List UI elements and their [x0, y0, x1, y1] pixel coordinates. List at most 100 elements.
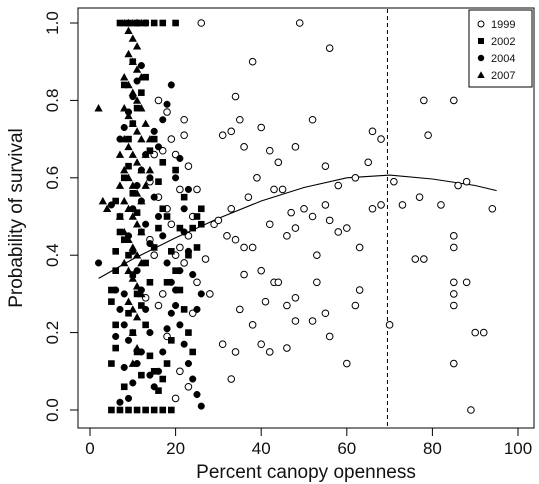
legend-marker-2007	[477, 71, 485, 78]
data-point-2004	[142, 220, 150, 228]
data-point-1999	[231, 348, 240, 356]
data-point-1999	[437, 201, 445, 209]
x-tick-label: 80	[423, 439, 442, 458]
data-point-2004	[193, 305, 201, 313]
data-point-1999	[154, 96, 163, 105]
data-point-2007	[141, 119, 150, 127]
data-point-2007	[137, 134, 146, 143]
data-point-2002	[133, 348, 141, 356]
data-point-2007	[98, 196, 107, 205]
data-point-2002	[120, 81, 128, 89]
data-point-2004	[184, 360, 192, 368]
data-point-2002	[116, 19, 124, 27]
data-point-1999	[180, 131, 188, 140]
data-point-2004	[176, 154, 184, 162]
data-point-2007	[115, 150, 125, 158]
data-point-2004	[172, 174, 180, 182]
data-point-2007	[120, 73, 129, 81]
data-point-1999	[450, 359, 458, 368]
data-point-2002	[142, 321, 149, 329]
data-point-1999	[321, 162, 330, 170]
data-point-2004	[176, 267, 184, 275]
data-point-2004	[159, 116, 167, 124]
data-point-2004	[184, 185, 192, 193]
data-point-2002	[108, 360, 115, 367]
data-point-2004	[163, 259, 171, 267]
data-point-2007	[120, 227, 129, 236]
data-point-2007	[137, 73, 146, 81]
data-point-2007	[132, 312, 142, 321]
data-point-1999	[291, 293, 300, 302]
data-point-2004	[172, 286, 180, 294]
data-point-2007	[124, 26, 133, 35]
data-point-2002	[159, 375, 167, 383]
data-point-1999	[227, 127, 236, 136]
data-point-2002	[142, 406, 149, 414]
data-point-2002	[159, 159, 167, 166]
data-point-1999	[150, 251, 158, 259]
data-point-2002	[193, 213, 201, 220]
data-point-2007	[128, 274, 137, 282]
data-point-2004	[95, 259, 103, 267]
data-point-2004	[150, 383, 158, 391]
data-point-2002	[163, 278, 171, 286]
legend-label: 2007	[491, 70, 515, 82]
data-point-2002	[133, 406, 141, 414]
data-point-2007	[124, 80, 133, 89]
data-point-2004	[180, 340, 188, 348]
y-axis-label: Probability of survival	[6, 128, 27, 308]
data-point-1999	[274, 278, 283, 287]
data-point-2002	[163, 360, 171, 367]
data-point-2002	[133, 104, 141, 112]
data-point-2004	[120, 363, 128, 371]
y-tick-label: 1.0	[43, 11, 62, 35]
data-point-1999	[240, 143, 248, 151]
data-point-2007	[120, 258, 129, 267]
data-point-1999	[450, 232, 458, 240]
data-point-1999	[167, 220, 176, 229]
data-point-2004	[107, 201, 115, 209]
data-point-2002	[155, 178, 162, 185]
data-point-2004	[154, 367, 163, 375]
data-point-2004	[146, 174, 154, 182]
data-point-1999	[176, 243, 184, 252]
data-point-1999	[240, 243, 248, 252]
data-point-2002	[112, 344, 119, 352]
data-point-2002	[108, 406, 115, 414]
data-point-2004	[120, 321, 128, 329]
data-point-1999	[420, 255, 428, 263]
data-point-2002	[150, 368, 158, 375]
data-point-2002	[125, 309, 132, 317]
data-point-1999	[218, 131, 227, 140]
data-point-1999	[274, 158, 283, 167]
legend-marker-2004	[477, 54, 485, 62]
data-point-1999	[287, 208, 295, 217]
data-point-2004	[146, 329, 154, 337]
data-point-2007	[124, 235, 133, 244]
data-point-1999	[368, 127, 377, 136]
data-point-1999	[176, 367, 184, 376]
data-point-2004	[167, 81, 175, 89]
data-point-2007	[124, 142, 133, 151]
data-point-1999	[462, 278, 471, 287]
legend-label: 2004	[491, 53, 515, 65]
y-axis: 0.0 0.2 0.4 0.6 0.8 1.0	[43, 11, 78, 422]
data-point-2007	[145, 165, 155, 174]
data-point-2004	[146, 240, 154, 248]
data-point-2007	[102, 204, 112, 213]
data-point-2007	[115, 181, 125, 189]
y-tick-label: 0.6	[43, 166, 62, 190]
data-point-2004	[197, 290, 205, 298]
data-point-2002	[129, 189, 137, 197]
data-point-2002	[159, 19, 167, 27]
data-point-2007	[128, 305, 137, 313]
data-point-1999	[424, 131, 432, 140]
data-point-2007	[128, 119, 137, 127]
data-point-2002	[108, 298, 115, 305]
data-point-2002	[197, 220, 205, 228]
data-point-1999	[450, 96, 458, 105]
data-point-2002	[193, 244, 201, 251]
data-point-1999	[364, 158, 373, 167]
data-point-2007	[128, 34, 137, 42]
data-point-1999	[227, 375, 236, 383]
